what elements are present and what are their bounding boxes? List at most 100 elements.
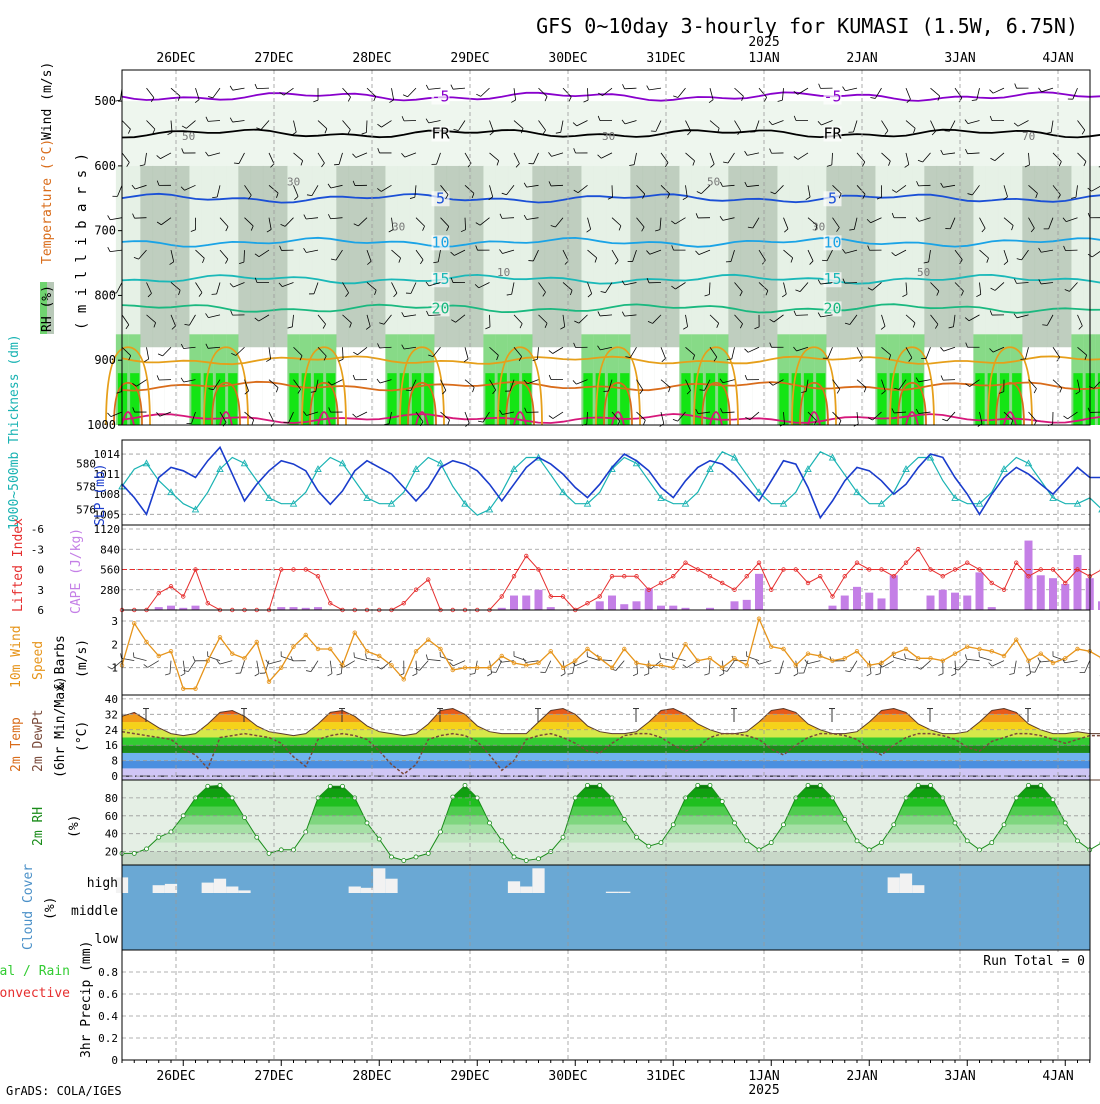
cloud-high-bar bbox=[532, 868, 544, 893]
slp-line bbox=[122, 447, 1100, 517]
wind10m-barb bbox=[660, 658, 673, 660]
wind10m-barb bbox=[354, 652, 355, 657]
cape-bar bbox=[522, 596, 530, 610]
rh-shade-dry bbox=[741, 347, 754, 425]
upper-wind-barb bbox=[700, 390, 705, 391]
cape-bar bbox=[853, 587, 861, 610]
rh-contour-label: 50 bbox=[182, 130, 195, 143]
rh2m-marker bbox=[537, 857, 541, 861]
rh2m-marker bbox=[1063, 821, 1067, 825]
cloud-level-label: high bbox=[87, 876, 118, 891]
wind10m-barb bbox=[183, 670, 188, 671]
wind10m-barb bbox=[330, 661, 332, 674]
rh2m-marker bbox=[622, 817, 626, 821]
cloud-high-bar bbox=[618, 892, 630, 893]
cloud-high-bar bbox=[900, 874, 912, 894]
rh2m-marker bbox=[524, 859, 528, 863]
cloud-high-bar bbox=[888, 877, 900, 893]
wind10m-barb bbox=[1009, 673, 1014, 674]
cloud-high-bar bbox=[153, 885, 165, 893]
rh2m-marker bbox=[708, 783, 712, 787]
wind10m-barb bbox=[134, 657, 147, 660]
cloud-high-bar bbox=[508, 881, 520, 893]
wind10m-barb bbox=[420, 661, 429, 671]
rh-contour-label: 10 bbox=[497, 266, 510, 279]
wind10m-barb bbox=[719, 674, 723, 676]
temp-fill-band bbox=[122, 695, 1090, 699]
cape-bar bbox=[743, 600, 751, 610]
cape-bar bbox=[1061, 584, 1069, 610]
wind-axis-label-2: Speed bbox=[31, 641, 46, 680]
wind10m-barb bbox=[875, 674, 880, 675]
wind10m-barb bbox=[306, 671, 311, 672]
date-label-top: 29DEC bbox=[450, 51, 489, 66]
wind10m-barb bbox=[616, 661, 624, 671]
rh2m-tick-label: 80 bbox=[105, 792, 118, 805]
rh2m-marker bbox=[745, 839, 749, 843]
isotherm-label: 5 bbox=[828, 189, 837, 207]
wind10m-barb bbox=[181, 674, 185, 676]
isotherm-label: 5 bbox=[436, 189, 445, 207]
precip-frame bbox=[122, 950, 1090, 1060]
cape-bar bbox=[731, 601, 739, 610]
wind10m-barb bbox=[188, 661, 195, 672]
wind10m-barb bbox=[633, 674, 638, 676]
cape-bar bbox=[167, 606, 175, 610]
cape-bar bbox=[927, 596, 935, 610]
wind10m-barb bbox=[893, 657, 906, 660]
cloud-high-bar bbox=[373, 868, 385, 893]
wind10m-barb bbox=[170, 661, 171, 674]
wind10m-barb bbox=[412, 674, 417, 676]
date-label-bottom: 1JAN bbox=[748, 1069, 779, 1084]
wind10m-barb bbox=[955, 661, 956, 674]
wind10m-barb bbox=[992, 661, 1004, 666]
isotherm-label: 10 bbox=[823, 233, 841, 251]
temp-tick-label: 0 bbox=[111, 770, 118, 783]
rh-shade-saturated bbox=[706, 373, 715, 425]
rh2m-marker bbox=[635, 835, 639, 839]
date-label-bottom: 30DEC bbox=[548, 1069, 587, 1084]
wind10m-barb bbox=[704, 674, 709, 675]
precip-legend-total: Total / Rain bbox=[0, 964, 70, 979]
isotherm-label: 15 bbox=[431, 270, 449, 288]
rh2m-marker bbox=[769, 841, 773, 845]
rh2m-tick-label: 60 bbox=[105, 810, 118, 823]
upper-wind-barb bbox=[107, 413, 110, 417]
temp-fill-band bbox=[122, 707, 1090, 715]
rh2m-marker bbox=[341, 784, 345, 788]
rh2m-marker bbox=[157, 835, 161, 839]
rh-contour-label: 70 bbox=[1022, 130, 1035, 143]
cape-bar bbox=[657, 606, 665, 610]
rh2m-marker bbox=[402, 859, 406, 863]
cape-bar bbox=[1074, 555, 1082, 610]
isotherm-label: 20 bbox=[823, 299, 841, 317]
rh-shade-dry bbox=[1035, 347, 1048, 425]
date-label-top: 30DEC bbox=[548, 51, 587, 66]
rh-shade-dry bbox=[643, 347, 656, 425]
wind10m-barb bbox=[470, 673, 475, 674]
wind10m-barb bbox=[845, 671, 850, 672]
wind10m-barb bbox=[660, 653, 661, 658]
upper-wind-barb bbox=[1020, 359, 1025, 360]
cloud-high-bar bbox=[214, 879, 226, 893]
rh2m-tick-label: 40 bbox=[105, 828, 118, 841]
precip-tick-label: 0.8 bbox=[98, 966, 118, 979]
wind10m-barb bbox=[344, 661, 355, 668]
cloud-background bbox=[122, 865, 1090, 950]
date-label-top: 31DEC bbox=[646, 51, 685, 66]
temp-tick-label: 8 bbox=[111, 755, 118, 768]
temp-fill-band bbox=[122, 761, 1090, 769]
rh2m-marker bbox=[218, 783, 222, 787]
rh-shade-dry bbox=[937, 347, 950, 425]
upper-wind-barb bbox=[919, 185, 931, 186]
date-label-bottom: 29DEC bbox=[450, 1069, 489, 1084]
rh2m-marker bbox=[990, 841, 994, 845]
date-label-bottom: 2JAN bbox=[846, 1069, 877, 1084]
wind10m-barb bbox=[426, 655, 427, 660]
cape-axis-label: CAPE (J/kg) bbox=[69, 528, 84, 614]
rh2m-marker bbox=[598, 783, 602, 787]
wind10m-barb bbox=[967, 659, 980, 660]
rh2m-marker bbox=[561, 835, 565, 839]
